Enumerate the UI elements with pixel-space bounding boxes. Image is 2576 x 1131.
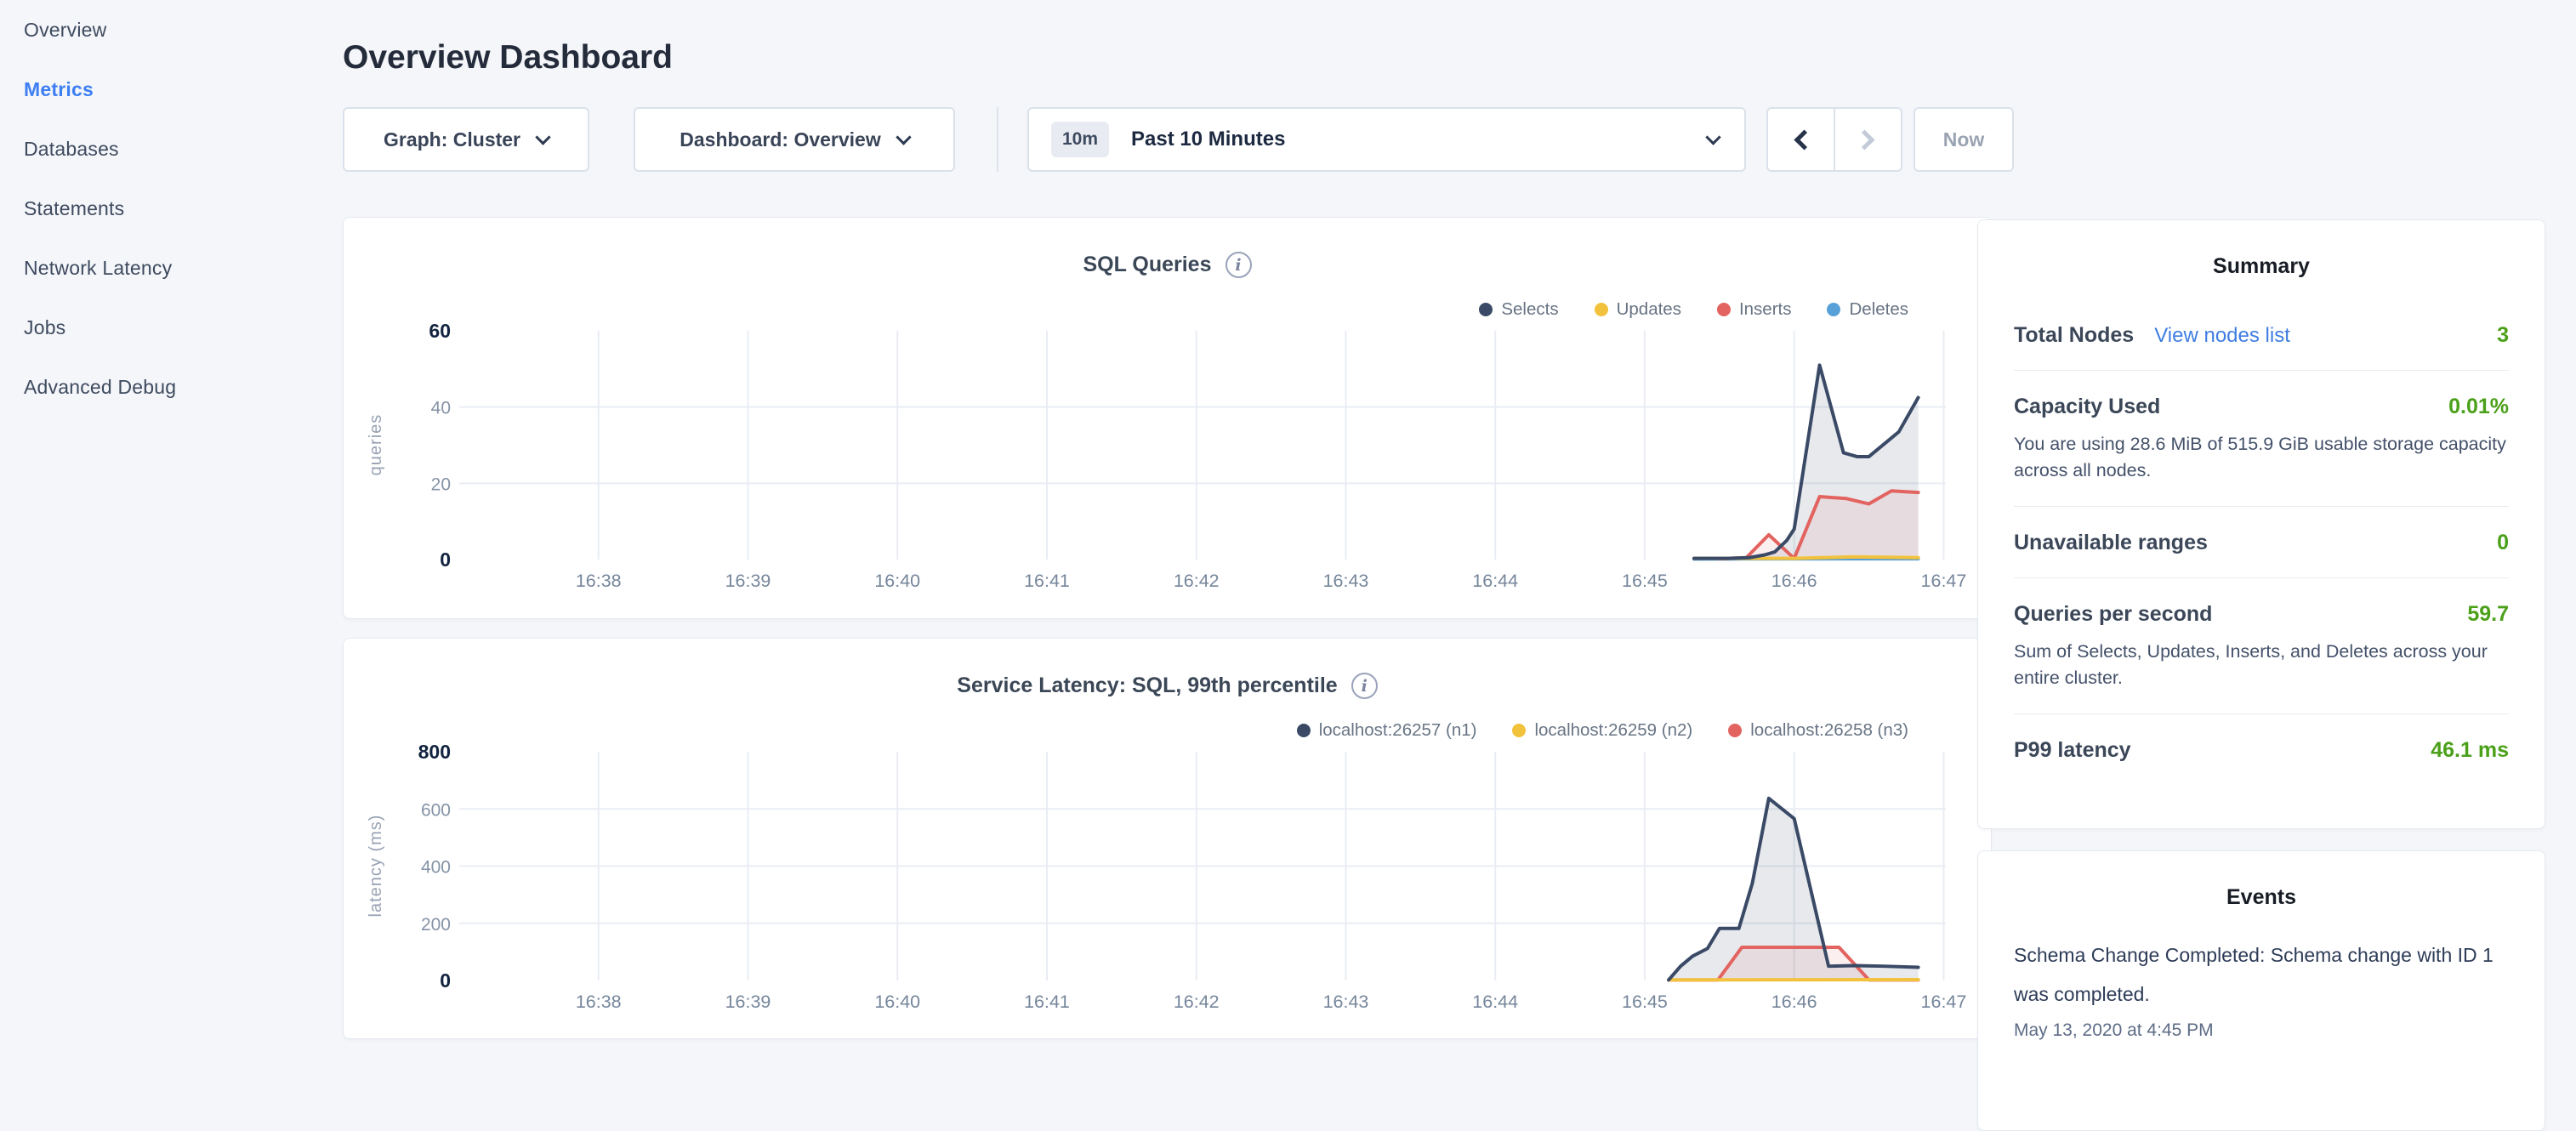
svg-text:16:47: 16:47 [1921,992,1967,1012]
svg-text:200: 200 [421,915,451,935]
page-title: Overview Dashboard [343,39,673,77]
summary-row-total-nodes: Total Nodes View nodes list 3 [2014,299,2509,371]
time-step-back-button[interactable] [1768,109,1834,170]
svg-text:16:42: 16:42 [1174,992,1220,1012]
svg-text:queries: queries [367,414,385,476]
svg-text:16:43: 16:43 [1323,571,1369,591]
dashboard-label: Dashboard: Overview [680,128,880,151]
summary-panel: Summary Total Nodes View nodes list 3 Capac… [1977,219,2545,829]
summary-row-capacity-used: Capacity Used 0.01% You are using 28.6 MiB… [2014,371,2509,507]
svg-text:16:47: 16:47 [1921,571,1967,591]
sidebar-item-databases[interactable]: Databases [0,119,340,179]
summary-row-description: You are using 28.6 MiB of 515.9 GiB usab… [2014,431,2509,484]
svg-text:16:46: 16:46 [1771,571,1817,591]
summary-row-label: Capacity Used [2014,395,2160,419]
svg-text:16:38: 16:38 [576,571,622,591]
events-title: Events [2014,885,2509,910]
svg-text:0: 0 [440,969,451,992]
events-panel: Events Schema Change Completed: Schema c… [1977,850,2545,1131]
svg-text:16:40: 16:40 [874,992,920,1012]
dashboard-dropdown[interactable]: Dashboard: Overview [634,107,955,172]
chevron-down-icon [535,129,550,145]
svg-text:0: 0 [440,548,451,571]
svg-text:60: 60 [429,320,451,342]
svg-text:16:41: 16:41 [1024,992,1070,1012]
summary-title: Summary [2014,254,2509,279]
time-window-badge: 10m [1051,122,1109,157]
view-nodes-list-link[interactable]: View nodes list [2154,324,2290,348]
summary-rows: Total Nodes View nodes list 3 Capacity Used… [2014,299,2509,785]
sidebar-item-metrics[interactable]: Metrics [0,60,340,119]
svg-text:40: 40 [431,399,451,418]
sidebar-item-network-latency[interactable]: Network Latency [0,238,340,298]
sidebar-nav: OverviewMetricsDatabasesStatementsNetwor… [0,0,340,417]
service-latency-chart-card: Service Latency: SQL, 99th percentile lo… [343,638,1992,1039]
svg-text:16:41: 16:41 [1024,571,1070,591]
summary-row-label: Unavailable ranges [2014,531,2208,555]
svg-text:16:45: 16:45 [1622,992,1668,1012]
time-window-label: Past 10 Minutes [1131,128,1285,151]
graph-scope-dropdown[interactable]: Graph: Cluster [343,107,589,172]
summary-row-value: 3 [2497,323,2509,348]
svg-text:600: 600 [421,800,451,820]
sql-queries-chart: 0 20 40 60 16:38 16:39 16:40 16:41 16:42 16:43 16:… [344,218,1993,620]
summary-row-value: 46.1 ms [2431,738,2509,763]
service-latency-chart: 0 200 400 600 800 16:38 16:39 16:40 16:41 16:42 16… [344,639,1993,1040]
summary-row-value: 0 [2497,531,2509,555]
svg-text:16:44: 16:44 [1472,571,1518,591]
svg-text:16:38: 16:38 [576,992,622,1012]
time-window-dropdown[interactable]: 10m Past 10 Minutes [1027,107,1746,172]
summary-row-description: Sum of Selects, Updates, Inserts, and De… [2014,639,2509,691]
svg-text:16:39: 16:39 [725,571,771,591]
graph-scope-label: Graph: Cluster [384,128,520,151]
chevron-left-icon [1794,129,1814,150]
svg-text:16:45: 16:45 [1622,571,1668,591]
summary-row-value: 59.7 [2467,602,2509,627]
svg-text:16:40: 16:40 [874,571,920,591]
chevron-down-icon [896,129,911,145]
sidebar-item-overview[interactable]: Overview [0,0,340,60]
svg-text:16:44: 16:44 [1472,992,1518,1012]
chevron-down-icon [1705,129,1720,145]
sidebar-item-jobs[interactable]: Jobs [0,298,340,357]
summary-row-label: Queries per second [2014,602,2212,627]
now-button[interactable]: Now [1914,107,2014,172]
svg-text:20: 20 [431,475,451,494]
time-step-buttons [1766,107,1902,172]
controls-divider [997,107,998,172]
svg-text:16:46: 16:46 [1771,992,1817,1012]
sidebar-item-statements[interactable]: Statements [0,179,340,238]
summary-row-value: 0.01% [2448,395,2509,419]
summary-row-unavailable-ranges: Unavailable ranges 0 [2014,507,2509,578]
chevron-right-icon [1854,129,1874,150]
svg-text:16:39: 16:39 [725,992,771,1012]
sidebar-item-advanced-debug[interactable]: Advanced Debug [0,357,340,417]
summary-row-label: Total Nodes [2014,323,2134,348]
svg-text:800: 800 [418,741,451,763]
summary-row-label: P99 latency [2014,738,2131,763]
svg-text:latency (ms): latency (ms) [367,815,385,918]
summary-row-queries-per-second: Queries per second 59.7 Sum of Selects, Up… [2014,578,2509,714]
summary-row-p99-latency: P99 latency 46.1 ms [2014,714,2509,785]
event-timestamp: May 13, 2020 at 4:45 PM [2014,1020,2509,1041]
svg-text:16:42: 16:42 [1174,571,1220,591]
svg-text:400: 400 [421,858,451,878]
sql-queries-chart-card: SQL Queries SelectsUpdatesInsertsDeletes… [343,217,1992,619]
time-step-forward-button[interactable] [1834,109,1901,170]
event-message: Schema Change Completed: Schema change w… [2014,935,2509,1014]
svg-text:16:43: 16:43 [1323,992,1369,1012]
